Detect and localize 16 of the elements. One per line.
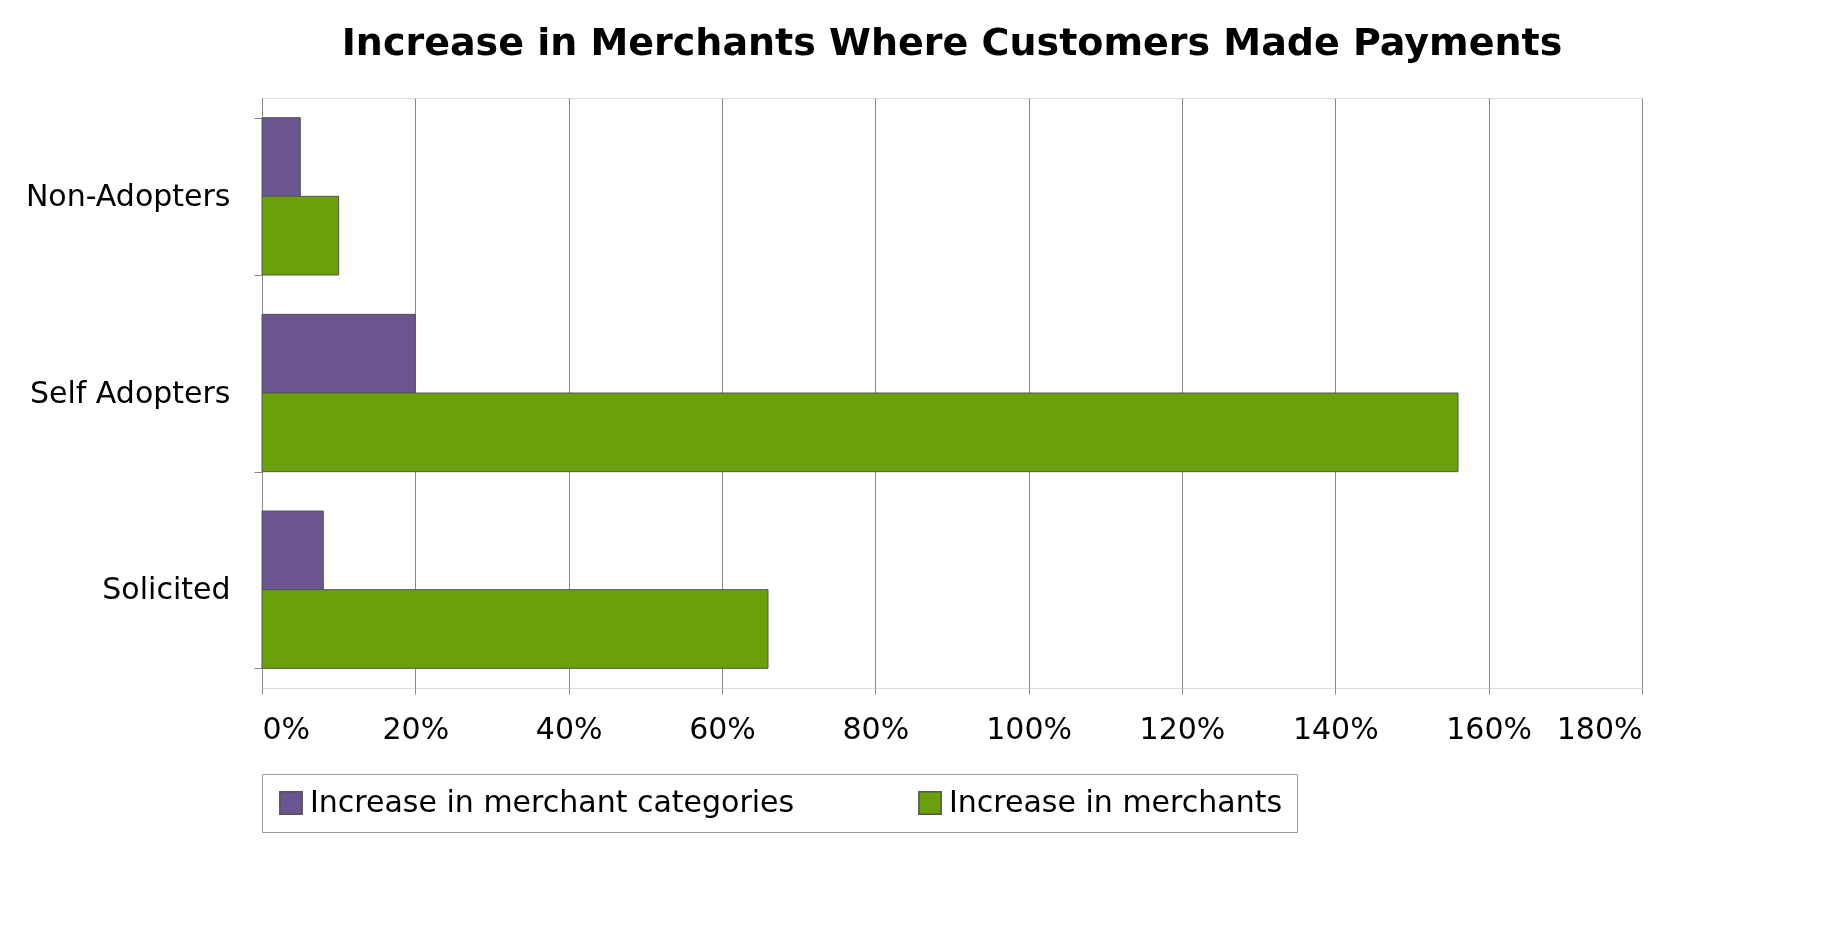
x-tick-label: 100%	[986, 710, 1073, 746]
x-tick-label: 140%	[1292, 710, 1379, 746]
x-tick-label: 80%	[842, 710, 910, 746]
x-tick-label: 120%	[1139, 710, 1226, 746]
y-tick-label: Non-Adopters	[25, 177, 231, 213]
x-tick-label: 40%	[535, 710, 603, 746]
legend-label: Increase in merchants	[949, 784, 1283, 819]
x-tick-label: 160%	[1446, 710, 1533, 746]
y-tick-label: Self Adopters	[29, 374, 231, 410]
chart-title: Increase in Merchants Where Customers Made Payments	[341, 20, 1563, 64]
x-tick-label: 20%	[382, 710, 450, 746]
legend-label: Increase in merchant categories	[310, 784, 795, 819]
x-tick-label: 0%	[262, 710, 311, 746]
x-tick-label: 60%	[689, 710, 756, 746]
y-tick-label: Solicited	[102, 571, 231, 607]
x-tick-label: 180%	[1556, 710, 1643, 746]
